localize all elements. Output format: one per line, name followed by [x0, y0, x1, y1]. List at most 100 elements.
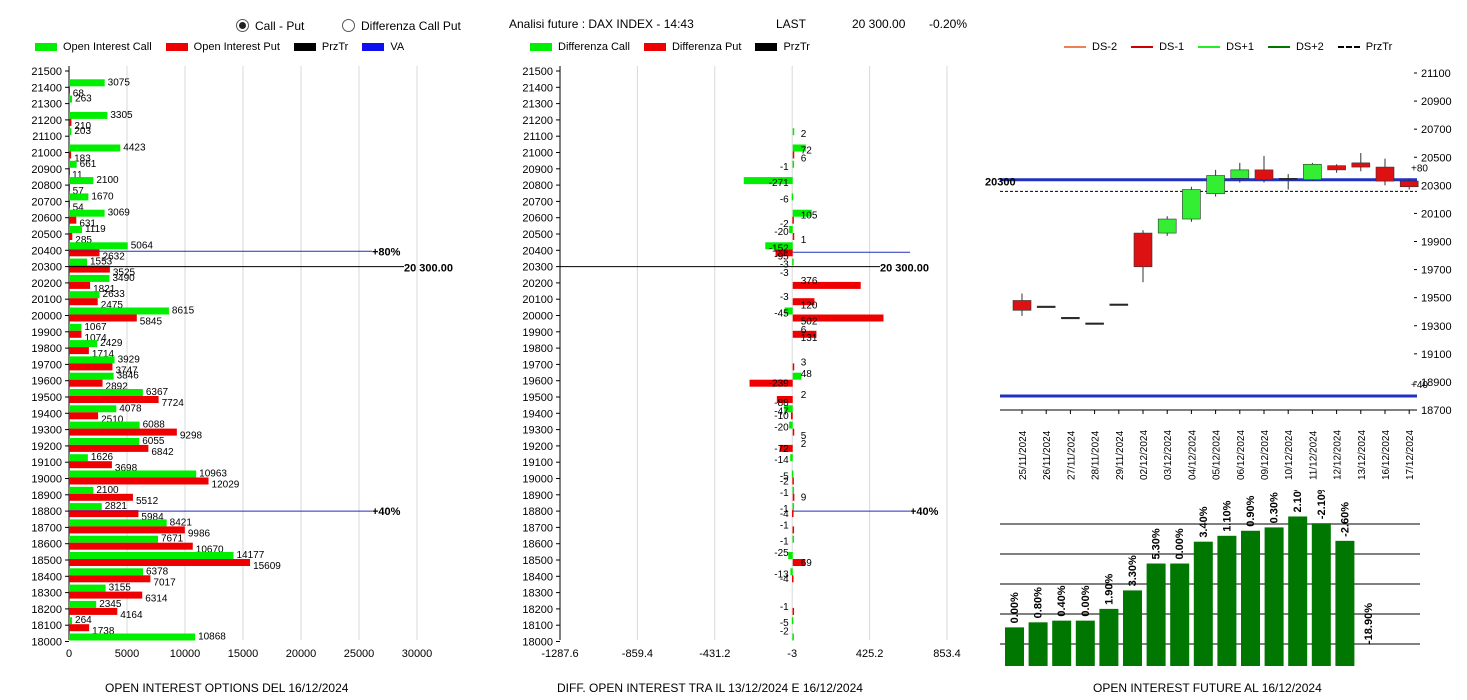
x-tick-label: 11/12/2024 — [1308, 430, 1319, 480]
diff-value-label: 69 — [801, 558, 813, 569]
y-tick-label: 20400 — [522, 245, 553, 257]
put-bar-label: 7017 — [153, 577, 176, 588]
put-bar — [69, 281, 91, 289]
y-tick-label: 21400 — [31, 82, 62, 94]
call-bar-label: 2429 — [100, 338, 123, 349]
diff-value-label: -1 — [780, 504, 789, 515]
y-tick-label: 20200 — [31, 278, 62, 290]
diff-put-bar — [792, 330, 817, 338]
candle-body — [1278, 178, 1298, 181]
call-bar-label: 2633 — [103, 289, 126, 300]
diff-value-label: 3 — [801, 357, 807, 368]
call-bar-label: 6055 — [142, 436, 165, 447]
call-bar-label: 4423 — [123, 143, 146, 154]
put-bar — [69, 396, 159, 403]
y-tick-label: 18000 — [31, 637, 62, 649]
diff-call-bar — [789, 226, 793, 233]
call-bar-label: 3155 — [109, 583, 132, 594]
y-tick-label: 21500 — [31, 66, 62, 78]
x-tick-label: 05/12/2024 — [1212, 430, 1223, 480]
call-bar — [69, 568, 143, 576]
future-bar-label: 0.30% — [1269, 492, 1281, 523]
call-bar-label: 661 — [80, 159, 97, 170]
put-bar — [69, 379, 103, 387]
call-bar-label: 1553 — [90, 257, 113, 268]
call-bar — [69, 160, 77, 168]
future-bar-label: 0.00% — [1009, 592, 1021, 623]
put-bar-label: 5984 — [141, 512, 164, 523]
change-percent: -0.20% — [929, 17, 968, 31]
va-label: +40% — [372, 506, 401, 518]
put-bar-label: 12029 — [212, 480, 240, 491]
diff-put-bar — [792, 281, 861, 289]
y-tick-label: 19500 — [31, 392, 62, 404]
diff-value-label: -95 — [774, 251, 789, 262]
diff-call-bar — [788, 552, 793, 559]
call-bar — [69, 128, 72, 136]
diff-value-label: -88 — [774, 398, 789, 409]
candle-body — [1157, 218, 1177, 234]
put-bar — [69, 233, 73, 240]
call-bar-label: 2100 — [96, 175, 119, 186]
y-tick-label: 18700 — [31, 522, 62, 534]
call-bar — [69, 242, 128, 250]
legend-item-ds+1: DS+1 — [1198, 41, 1254, 53]
y-tick-label: 18500 — [522, 555, 553, 567]
legend-label: DS-2 — [1092, 41, 1118, 53]
y-tick-label: 18900 — [1421, 377, 1452, 389]
diff-value-label: -10 — [774, 411, 789, 422]
diff-put-bar — [776, 396, 793, 403]
radio-diff[interactable]: Differenza Call Put — [342, 19, 461, 33]
y-tick-label: 19100 — [1421, 349, 1452, 361]
diff-call-bar — [792, 535, 795, 543]
put-bar — [69, 493, 133, 501]
y-tick-label: 19600 — [522, 376, 553, 388]
candle-body — [1109, 303, 1129, 306]
caption-mid: DIFF. OPEN INTEREST TRA IL 13/12/2024 E … — [557, 681, 863, 695]
diff-put-bar — [749, 379, 793, 387]
diff-put-bar — [792, 428, 795, 436]
y-tick-label: 18700 — [1421, 405, 1452, 417]
y-tick-label: 19300 — [31, 425, 62, 437]
va-label: +40% — [910, 506, 939, 518]
put-bar-label: 1074 — [84, 333, 107, 344]
future-bar-label: 1.10% — [1221, 500, 1233, 531]
diff-value-label: 72 — [801, 146, 813, 157]
y-tick-label: 20700 — [1421, 124, 1452, 136]
y-tick-label: 18400 — [31, 571, 62, 583]
call-bar-label: 264 — [75, 615, 92, 626]
diff-value-label: -1 — [780, 520, 789, 531]
call-bar — [69, 291, 100, 299]
legend-item-ds-1: DS-1 — [1131, 41, 1184, 53]
diff-value-label: 6 — [801, 154, 807, 165]
x-tick-label: 25/11/2024 — [1018, 430, 1029, 480]
x-tick-label: 06/12/2024 — [1236, 430, 1247, 480]
diff-value-label: 6 — [801, 325, 807, 336]
y-tick-label: 18300 — [31, 588, 62, 600]
call-bar-label: 14177 — [236, 550, 264, 561]
future-bar-label: 3.40% — [1198, 506, 1210, 537]
call-bar — [69, 437, 140, 445]
diff-put-bar — [792, 151, 795, 159]
put-bar-label: 10670 — [196, 545, 224, 556]
x-tick-label: 28/11/2024 — [1091, 430, 1102, 480]
y-tick-label: 18700 — [522, 522, 553, 534]
call-bar-label: 3305 — [110, 110, 133, 121]
y-tick-label: 21100 — [1421, 68, 1451, 80]
put-bar — [69, 477, 209, 485]
y-tick-label: 20200 — [522, 278, 553, 290]
y-tick-label: 20100 — [1421, 208, 1452, 220]
y-tick-label: 19900 — [31, 327, 62, 339]
call-bar-label: 1119 — [85, 224, 106, 235]
legend-label: PrzTr — [1365, 41, 1393, 53]
diff-put-bar — [792, 363, 795, 371]
diff-call-bar — [789, 421, 793, 429]
x-tick-label: 425.2 — [856, 648, 884, 660]
y-tick-label: 20700 — [522, 196, 553, 208]
legend-item-ds-2: DS-2 — [1064, 41, 1117, 53]
call-bar-label: 1067 — [84, 322, 107, 333]
put-bar — [69, 151, 72, 159]
radio-call-put[interactable]: Call - Put — [236, 19, 304, 33]
y-tick-label: 20300 — [31, 262, 62, 274]
call-bar-label: 3490 — [112, 273, 135, 284]
